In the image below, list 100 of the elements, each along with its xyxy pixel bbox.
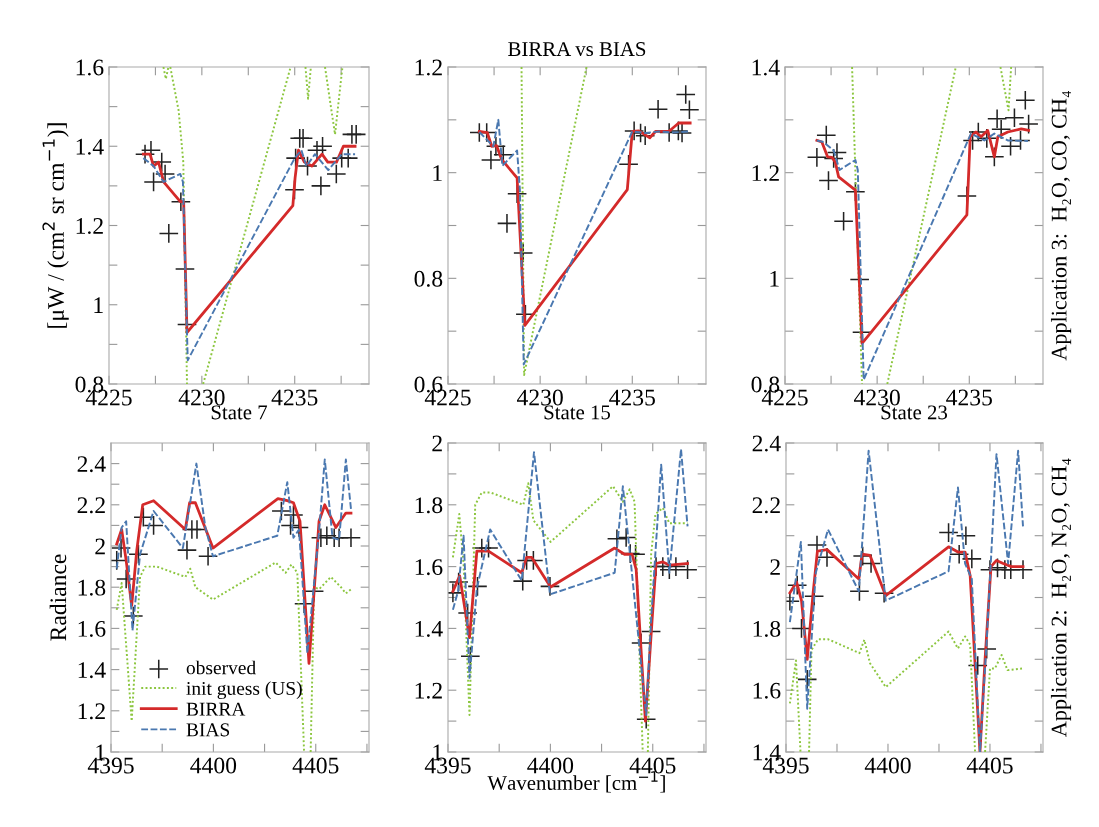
point — [677, 559, 698, 580]
legend-label: init guess (US) — [186, 681, 302, 699]
y-tick-label: 1.4 — [78, 662, 106, 679]
point — [606, 528, 628, 549]
point — [1015, 90, 1036, 111]
point — [326, 163, 347, 185]
point — [283, 505, 304, 526]
y-tick-label: 1.6 — [76, 59, 104, 76]
x-axis-title: State 23 — [881, 405, 948, 420]
y-tick-label: 1.2 — [415, 59, 442, 76]
line-series — [451, 448, 689, 716]
y-tick-label: 1 — [770, 270, 779, 287]
y-axis-title: Radiance — [49, 554, 67, 641]
point — [480, 149, 502, 171]
legend-label: BIRRA — [186, 702, 246, 716]
point — [1004, 107, 1025, 128]
point — [1010, 130, 1031, 151]
y-tick-label: 1.8 — [415, 497, 443, 514]
y-tick-label: 1.6 — [78, 620, 106, 637]
point — [340, 527, 362, 548]
line-series — [115, 458, 352, 655]
point — [967, 655, 988, 676]
y-tick-label: 2 — [95, 538, 105, 555]
point — [123, 605, 144, 627]
point — [1012, 559, 1034, 580]
x-tick-label: 4405 — [966, 757, 1013, 774]
point — [151, 152, 172, 173]
legend-label: observed — [186, 660, 256, 675]
point — [176, 540, 198, 561]
y-tick-label: 1 — [433, 165, 442, 181]
point — [467, 576, 488, 597]
x-tick-label: 4235 — [946, 389, 992, 406]
point — [826, 142, 848, 163]
y-tick-label: 1.2 — [76, 218, 103, 235]
line-series — [788, 449, 1024, 752]
point — [679, 99, 700, 120]
x-tick-label: 4230 — [516, 389, 563, 406]
point — [818, 170, 839, 191]
point — [949, 544, 970, 565]
point — [833, 211, 854, 232]
point — [616, 527, 637, 548]
y-tick-label: 1.2 — [415, 682, 442, 699]
y-tick-label: 1.4 — [752, 59, 780, 76]
y-tick-label: 1.4 — [415, 621, 443, 637]
point — [791, 618, 812, 639]
y-tick-label: 2.4 — [77, 456, 106, 473]
point — [133, 507, 154, 528]
y2-axis-title: Application 3: H₂O, CO, CH₄ — [1050, 91, 1072, 361]
y-tick-label: 1.8 — [753, 620, 781, 637]
point — [648, 99, 669, 120]
point — [170, 191, 191, 212]
point — [665, 556, 686, 577]
y-axis-title: [μW / (cm$^{2}$ sr cm$^{−1}$)] — [42, 123, 69, 328]
legend-label: BIAS — [186, 723, 230, 737]
x-axis-title: State 15 — [544, 405, 611, 420]
chart-title: BIRRA vs BIAS — [508, 42, 646, 57]
y-tick-label: 1.8 — [78, 579, 106, 596]
point — [938, 522, 959, 543]
x-tick-label: 4230 — [178, 389, 225, 406]
point — [271, 500, 292, 522]
x-tick-label: 4400 — [190, 757, 237, 774]
point — [659, 559, 680, 580]
point — [797, 669, 818, 690]
point — [539, 576, 561, 597]
y-tick-label: 1 — [94, 297, 103, 313]
y-tick-label: 1.2 — [78, 703, 105, 720]
y-tick-label: 2.2 — [752, 497, 780, 514]
point — [806, 147, 827, 168]
point — [346, 124, 367, 145]
point — [961, 548, 982, 569]
line-series — [142, 149, 357, 362]
line-series — [815, 127, 1031, 345]
y-tick-label: 2.4 — [752, 435, 781, 452]
point — [987, 108, 1008, 129]
x-axis-title: State 7 — [211, 405, 268, 420]
point — [816, 125, 837, 146]
x-tick-label: 4405 — [292, 757, 339, 774]
y-tick-label: 2 — [432, 435, 442, 452]
point — [310, 175, 331, 196]
point — [1018, 113, 1039, 135]
point — [111, 537, 132, 559]
y-tick-label: 1.6 — [415, 559, 443, 576]
y2-axis-title: Application 2: H₂O, N₂O, CH₄ — [1050, 458, 1072, 737]
point — [955, 525, 976, 546]
y-tick-label: 1.4 — [76, 138, 104, 155]
point — [197, 546, 219, 567]
y-tick-label: 1.2 — [752, 165, 779, 182]
point — [860, 553, 882, 574]
point — [513, 242, 534, 264]
x-tick-label: 4235 — [271, 389, 318, 406]
y-tick-label: 2.2 — [77, 497, 105, 514]
point — [158, 223, 179, 244]
point — [297, 155, 318, 177]
y-tick-label: 2 — [770, 559, 780, 575]
point — [496, 213, 518, 234]
point — [1000, 136, 1021, 157]
x-tick-label: 4235 — [609, 389, 655, 406]
x-tick-label: 4230 — [853, 389, 900, 406]
y-tick-label: 1.6 — [753, 682, 781, 699]
line-series — [815, 132, 1029, 381]
